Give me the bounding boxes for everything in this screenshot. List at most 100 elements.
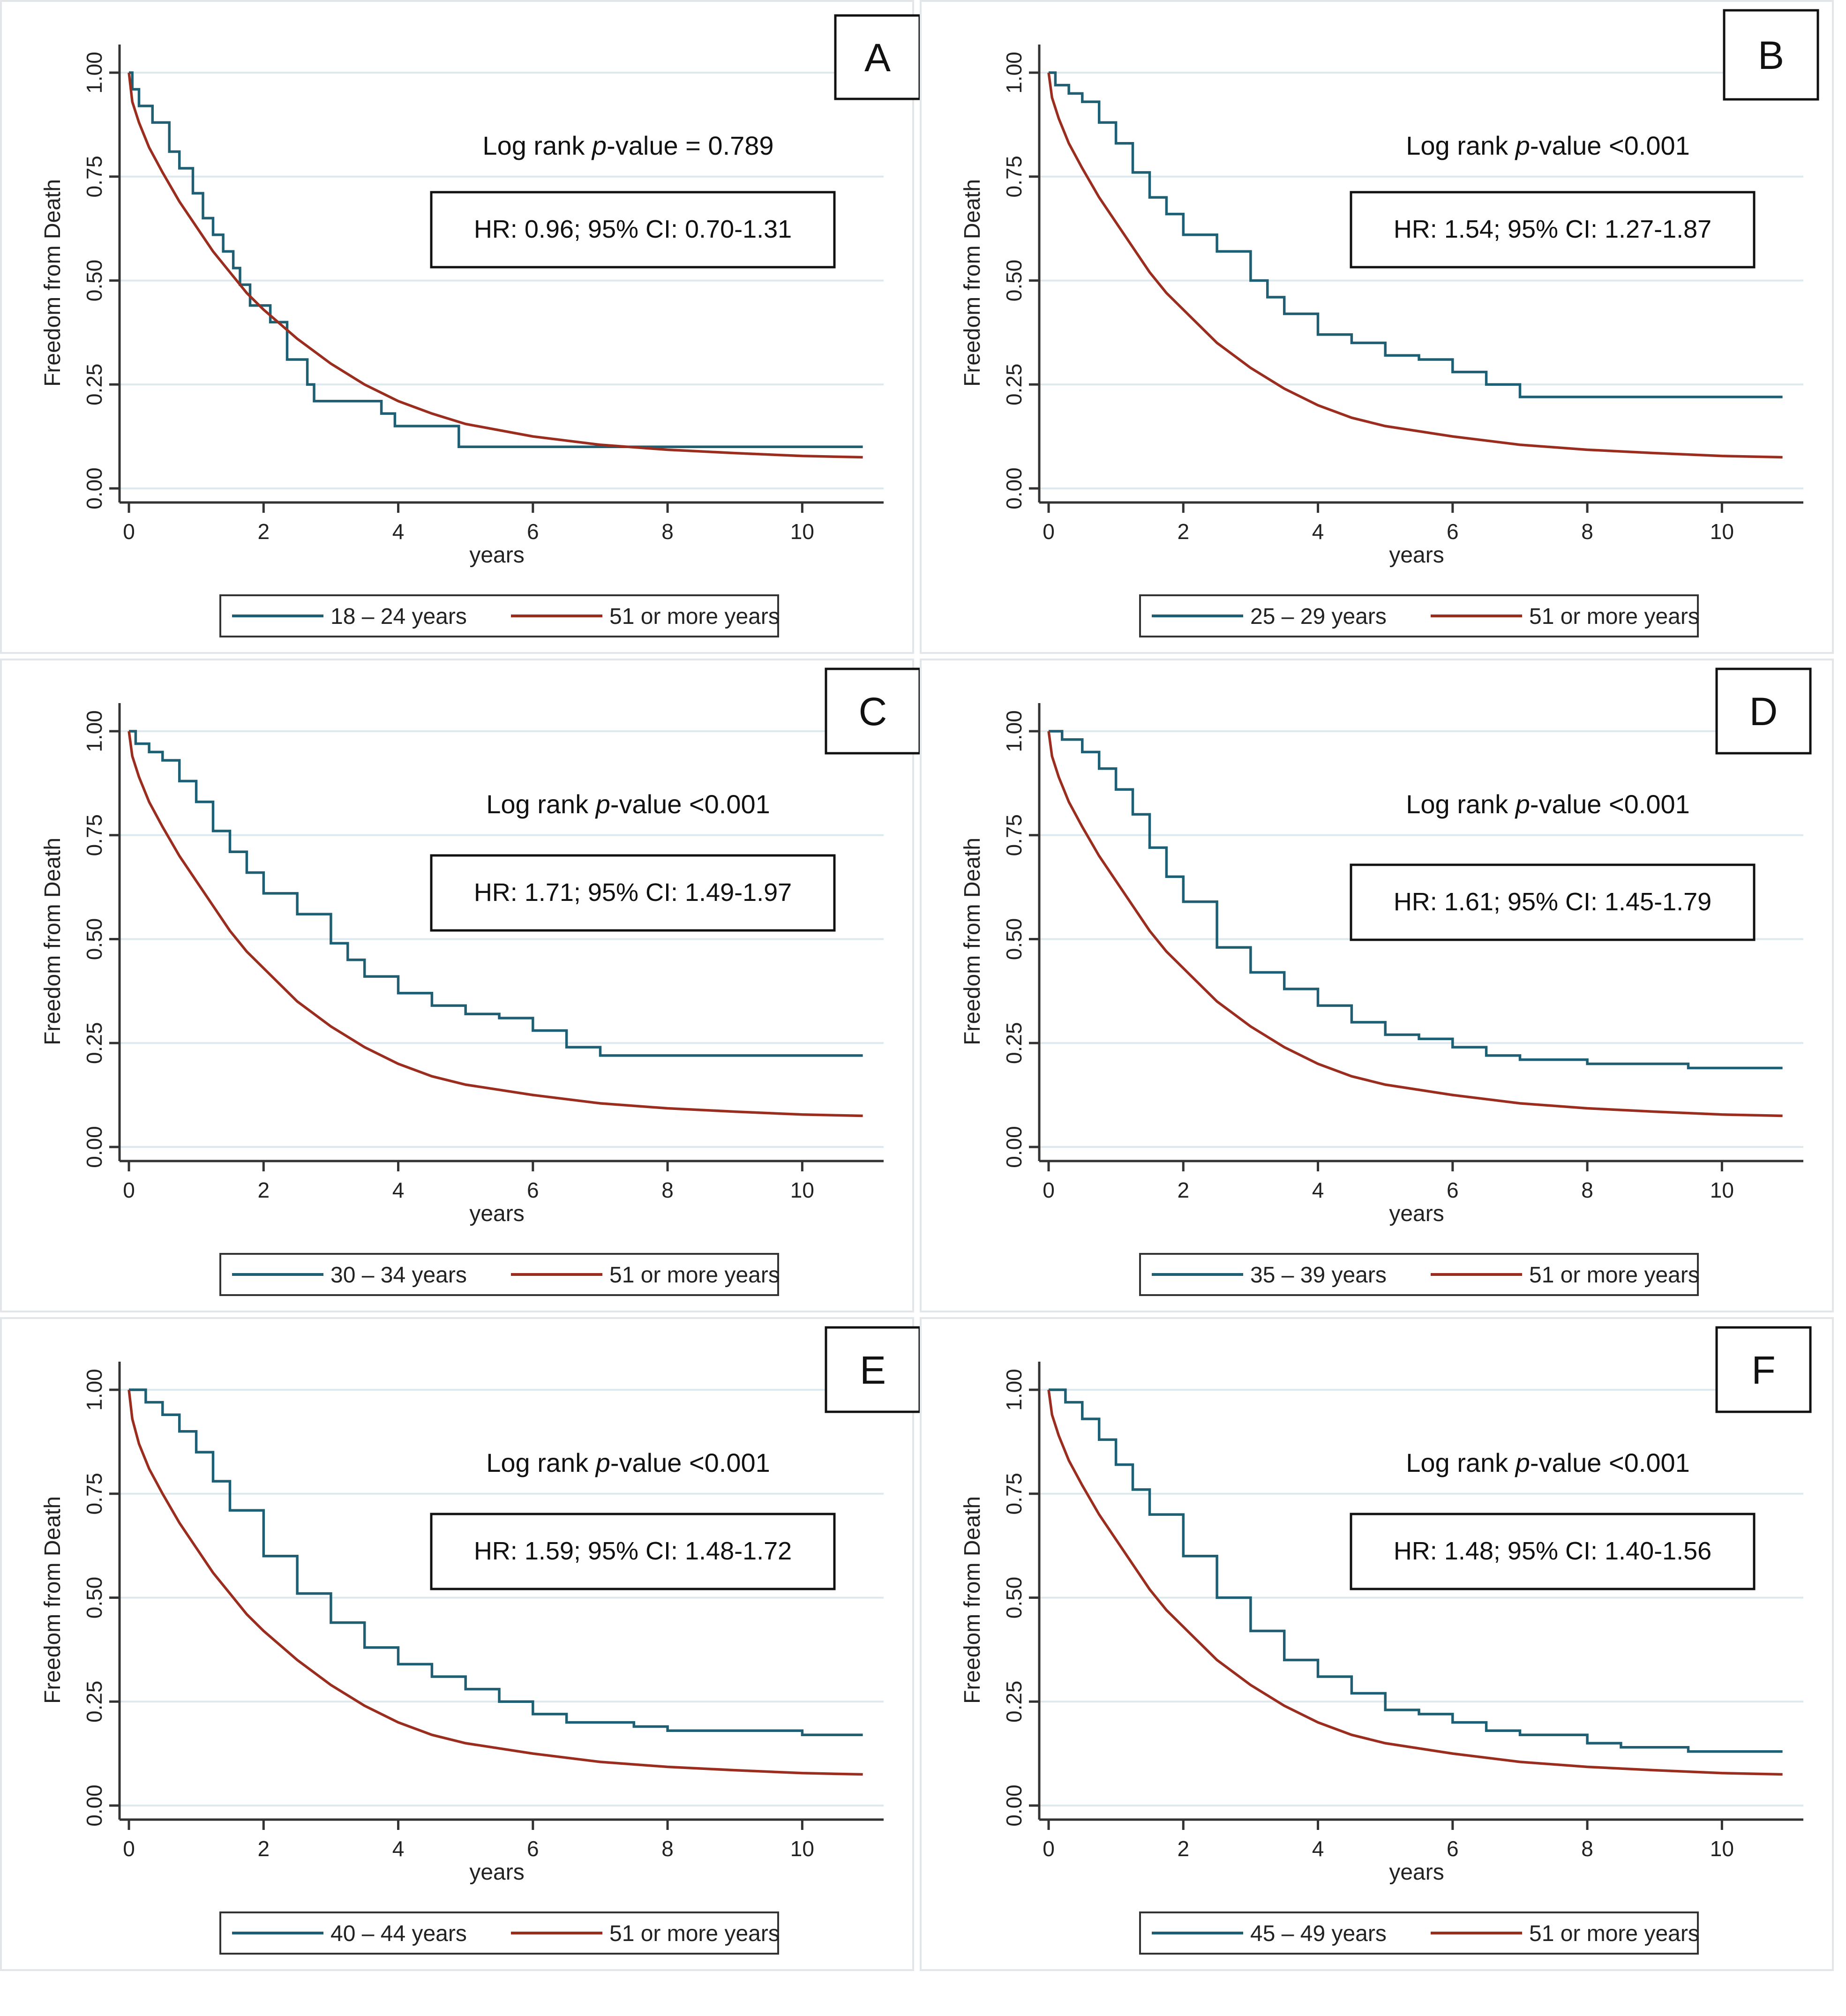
x-tick-label: 6 [527, 1836, 539, 1861]
panel-letter: D [1749, 689, 1778, 734]
hr-box [430, 1513, 836, 1590]
panel-frame [0, 659, 914, 1312]
x-tick-label: 4 [392, 1836, 405, 1861]
x-axis-title: years [1389, 1201, 1444, 1226]
y-tick-label: 0.00 [1002, 1126, 1026, 1168]
survival-curve-older [1047, 731, 1783, 1117]
y-tick-label: 0.75 [82, 156, 106, 198]
panel-letter-box [1723, 9, 1819, 101]
x-axis-title: years [469, 543, 524, 568]
y-tick-label: 0.25 [1002, 1022, 1026, 1064]
survival-curve-older [1047, 1389, 1783, 1776]
y-tick-label: 0.75 [1002, 814, 1026, 856]
y-tick-label: 0.00 [1002, 1784, 1026, 1827]
x-tick-label: 10 [790, 519, 814, 544]
y-tick-label: 0.50 [1002, 918, 1026, 960]
survival-curve-younger [129, 730, 863, 1057]
x-tick-label: 2 [257, 1836, 270, 1861]
log-rank-prefix: Log rank [482, 131, 592, 160]
log-rank-text: Log rank p-value <0.001 [486, 1448, 770, 1477]
x-tick-label: 2 [1177, 1178, 1189, 1202]
y-axis-title: Freedom from Death [960, 1496, 985, 1704]
hr-box [1350, 191, 1756, 269]
x-tick-label: 4 [392, 1178, 405, 1202]
x-tick-label: 10 [790, 1836, 814, 1861]
log-rank-p: p [1515, 1448, 1530, 1477]
x-axis-title: years [469, 1201, 524, 1226]
x-tick-label: 0 [123, 1178, 135, 1202]
x-axis-title: years [1389, 543, 1444, 568]
legend-label: 45 – 49 years [1250, 1921, 1387, 1946]
y-axis-title: Freedom from Death [40, 179, 65, 387]
x-tick-label: 0 [1043, 1836, 1055, 1861]
survival-curve-younger [1049, 71, 1783, 398]
log-rank-text: Log rank p-value <0.001 [1406, 789, 1690, 819]
y-tick-label: 0.50 [1002, 260, 1026, 302]
y-tick-label: 1.00 [1002, 52, 1026, 94]
log-rank-text: Log rank p-value <0.001 [1406, 131, 1690, 160]
y-tick-label: 0.00 [82, 1126, 106, 1168]
legend-label: 51 or more years [609, 1263, 780, 1288]
panel-letter-box [825, 1326, 921, 1413]
x-axis-title: years [1389, 1860, 1444, 1885]
survival-curve-older [128, 731, 863, 1117]
y-tick-label: 0.75 [1002, 156, 1026, 198]
panel-letter-box [834, 14, 921, 100]
legend-label: 51 or more years [1529, 1921, 1699, 1946]
panel-c: 0.00 0.25 0.50 0.75 1.00 0 2 4 6 8 10 years Freedom … [0, 659, 921, 1312]
y-tick-label: 0.25 [82, 1680, 106, 1723]
y-tick-label: 0.50 [82, 918, 106, 960]
hr-box [1350, 1513, 1756, 1590]
y-tick-label: 0.75 [82, 814, 106, 856]
hr-box [430, 191, 836, 269]
log-rank-suffix: -value <0.001 [610, 1448, 770, 1477]
legend-label: 35 – 39 years [1250, 1263, 1387, 1288]
y-tick-label: 1.00 [1002, 710, 1026, 752]
x-tick-label: 8 [1581, 1178, 1593, 1202]
x-tick-label: 2 [257, 1178, 270, 1202]
legend-label: 51 or more years [1529, 1263, 1699, 1288]
x-tick-label: 0 [1043, 1178, 1055, 1202]
y-axis-title: Freedom from Death [960, 179, 985, 387]
x-tick-label: 4 [1312, 1178, 1324, 1202]
x-tick-label: 10 [1710, 1836, 1734, 1861]
x-tick-label: 8 [661, 1836, 674, 1861]
x-tick-label: 4 [1312, 1836, 1324, 1861]
x-tick-label: 2 [257, 519, 270, 544]
x-tick-label: 8 [1581, 1836, 1593, 1861]
hr-text: HR: 1.54; 95% CI: 1.27-1.87 [1394, 215, 1711, 243]
panel-letter: F [1751, 1348, 1775, 1392]
hr-text: HR: 0.96; 95% CI: 0.70-1.31 [474, 215, 792, 243]
log-rank-prefix: Log rank [1406, 1448, 1516, 1477]
y-tick-label: 0.25 [82, 1022, 106, 1064]
log-rank-p: p [595, 1448, 610, 1477]
y-tick-label: 0.25 [82, 363, 106, 405]
x-axis-title: years [469, 1860, 524, 1885]
y-tick-label: 0.00 [1002, 467, 1026, 510]
hr-text: HR: 1.61; 95% CI: 1.45-1.79 [1394, 888, 1711, 916]
x-tick-label: 8 [661, 1178, 674, 1202]
log-rank-suffix: -value <0.001 [1530, 1448, 1690, 1477]
survival-curve-older [128, 1389, 863, 1776]
panel-letter: B [1758, 33, 1784, 77]
x-tick-label: 4 [1312, 519, 1324, 544]
legend-label: 51 or more years [609, 604, 780, 629]
panel-b: 0.00 0.25 0.50 0.75 1.00 0 2 4 6 8 10 years Freedom … [920, 0, 1834, 654]
x-tick-label: 0 [123, 519, 135, 544]
log-rank-p: p [591, 131, 607, 160]
log-rank-text: Log rank p-value <0.001 [486, 789, 770, 819]
x-tick-label: 6 [527, 519, 539, 544]
y-axis-title: Freedom from Death [40, 838, 65, 1045]
survival-curve-younger [129, 71, 863, 449]
log-rank-suffix: -value <0.001 [1530, 131, 1690, 160]
x-tick-label: 8 [661, 519, 674, 544]
panel-d: 0.00 0.25 0.50 0.75 1.00 0 2 4 6 8 10 years Freedom … [920, 659, 1834, 1312]
x-tick-label: 10 [1710, 519, 1734, 544]
y-tick-label: 0.25 [1002, 363, 1026, 405]
hr-box [430, 854, 836, 932]
y-tick-label: 1.00 [82, 710, 106, 752]
y-axis-title: Freedom from Death [40, 1496, 65, 1704]
log-rank-p: p [595, 789, 610, 819]
legend-label: 18 – 24 years [330, 604, 467, 629]
log-rank-prefix: Log rank [486, 1448, 596, 1477]
